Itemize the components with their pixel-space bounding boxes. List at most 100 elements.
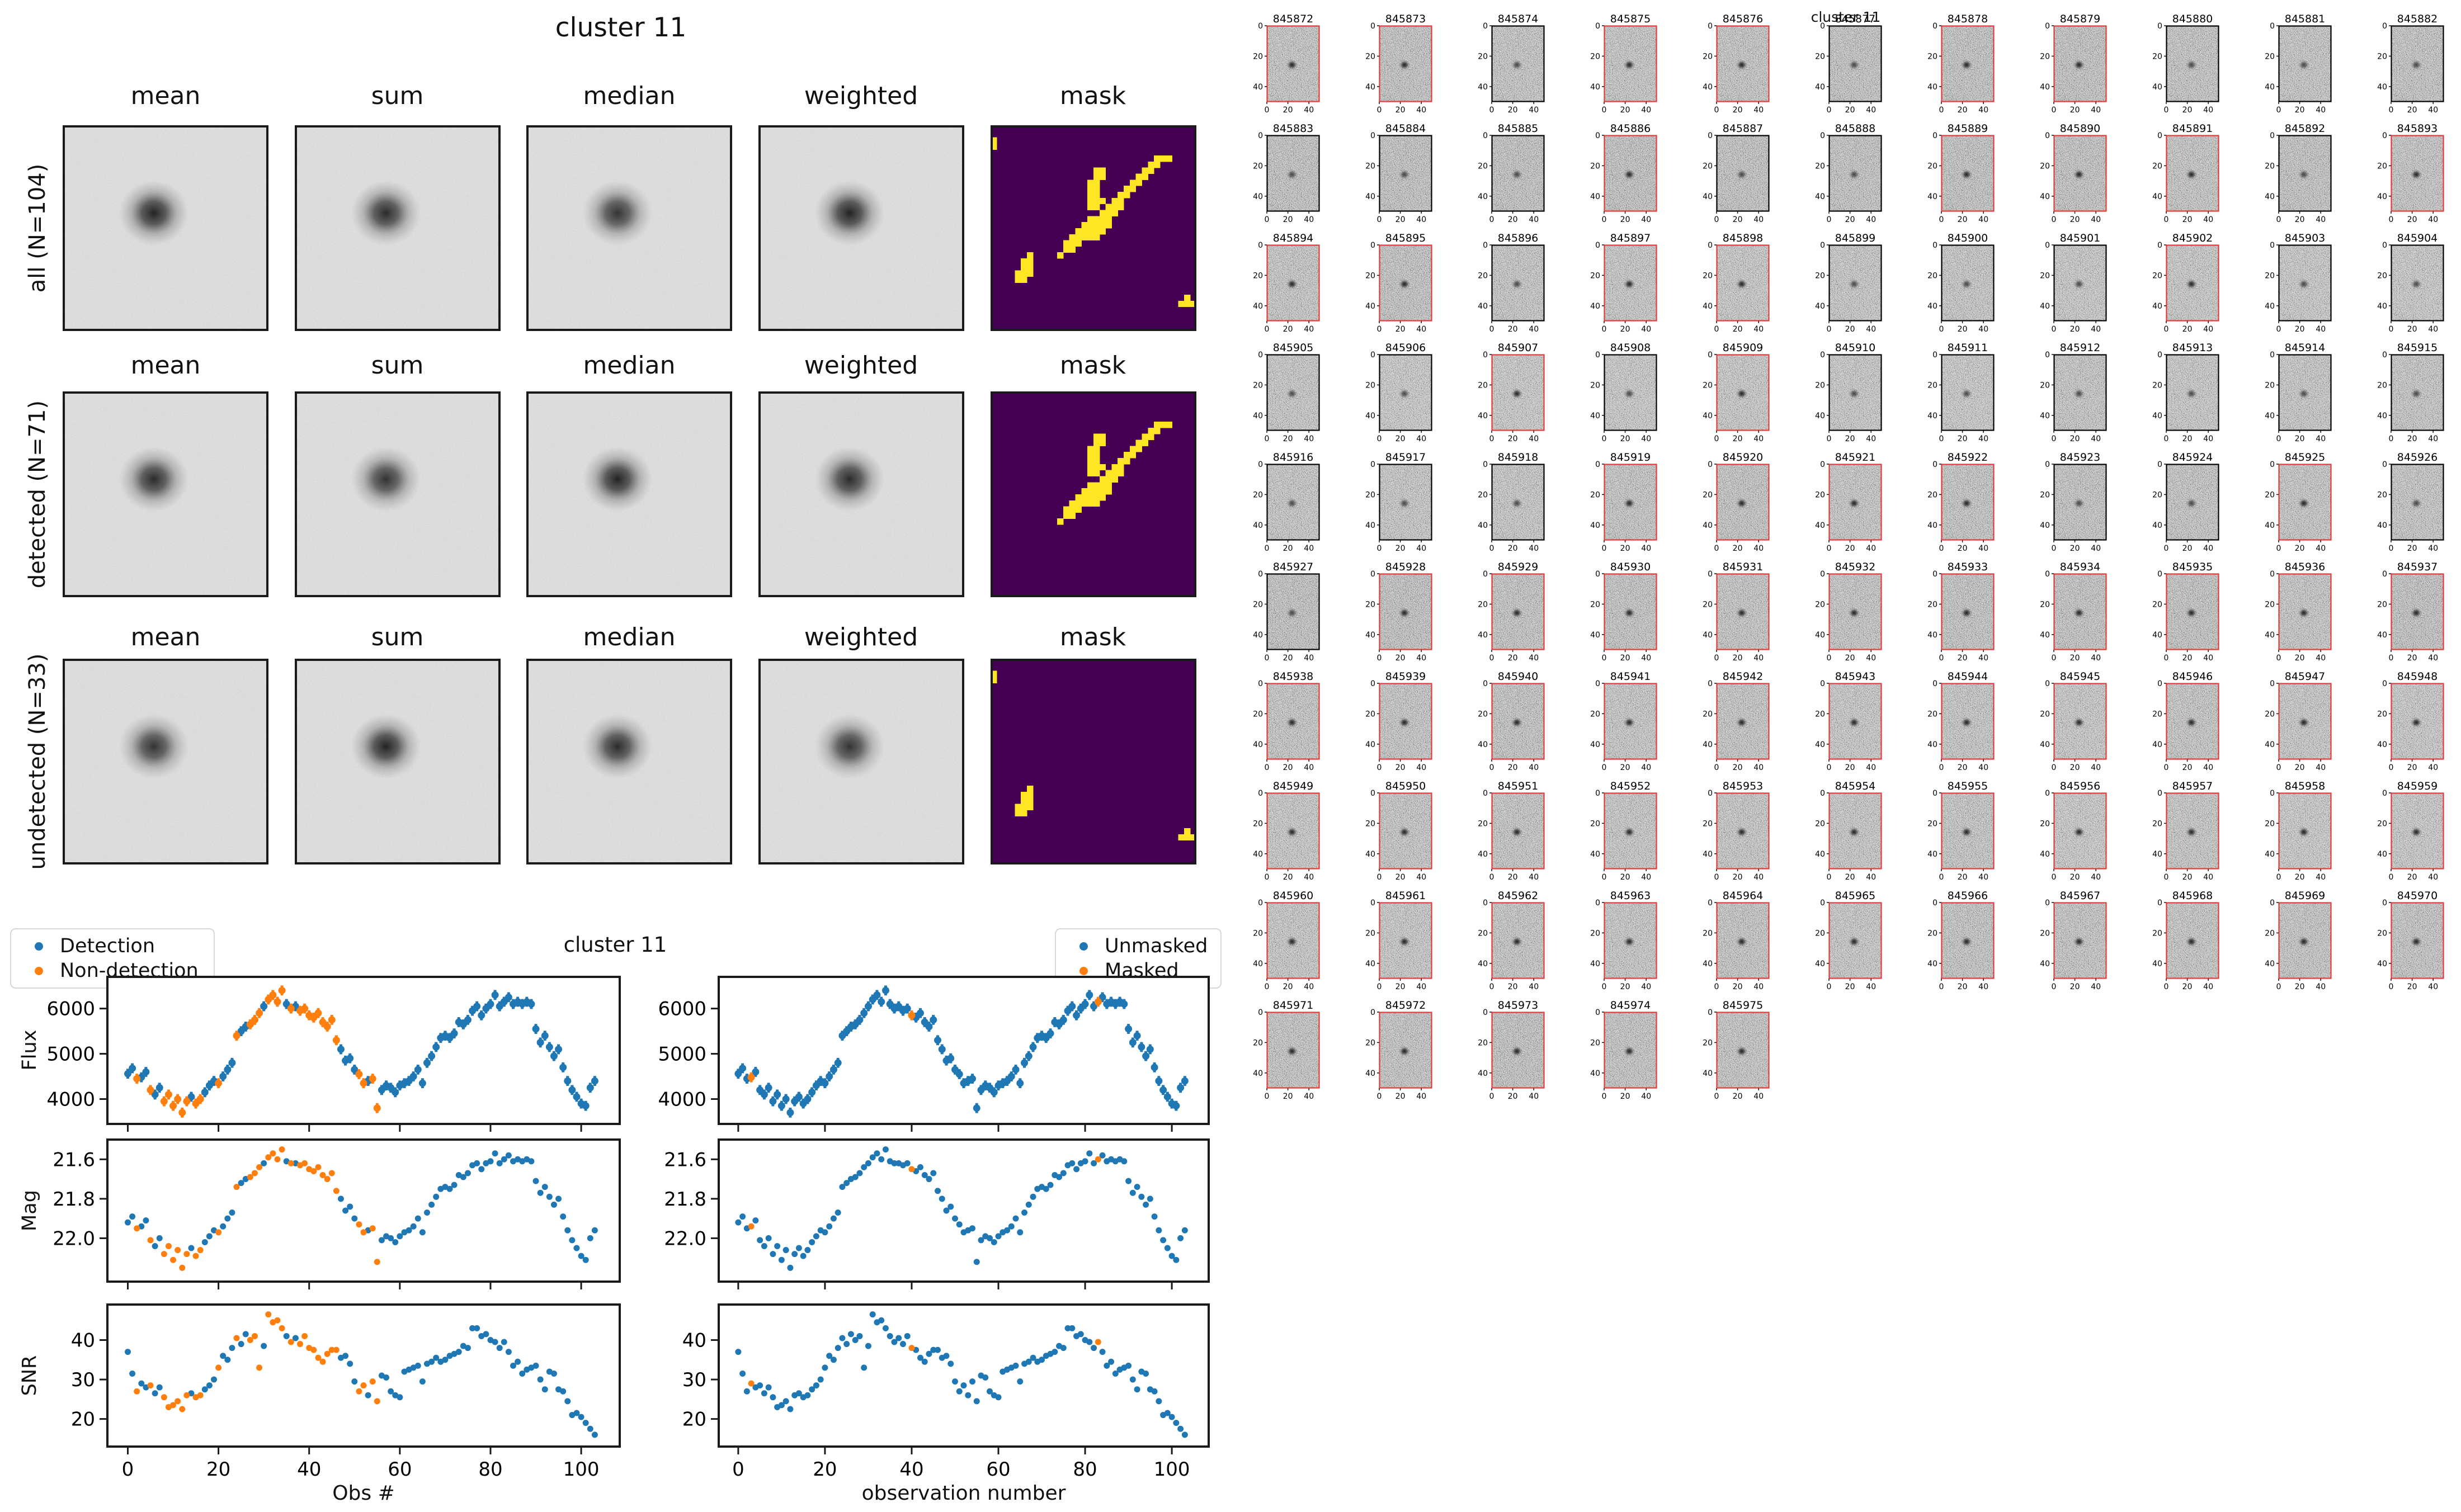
svg-text:0: 0 — [1708, 351, 1713, 360]
svg-text:40: 40 — [1253, 521, 1263, 530]
svg-text:40: 40 — [2428, 106, 2438, 115]
svg-text:20: 20 — [1845, 873, 1855, 882]
svg-text:20: 20 — [1815, 381, 1825, 390]
svg-text:0: 0 — [1602, 763, 1607, 772]
stamp-id-label: 845904 — [2397, 232, 2438, 244]
svg-text:20: 20 — [1283, 215, 1293, 224]
stamp-845958: 845958 0 20 40 0 20 40 — [2265, 780, 2332, 882]
col-header-weighted: weighted — [804, 82, 918, 110]
stamp-845919: 845919 0 20 40 0 20 40 — [1590, 451, 1657, 553]
svg-text:40: 40 — [1978, 873, 1988, 882]
svg-text:0: 0 — [1258, 899, 1263, 908]
svg-text:40: 40 — [1529, 982, 1539, 991]
col-header-weighted: weighted — [804, 623, 918, 651]
svg-text:20: 20 — [2407, 654, 2417, 663]
svg-text:40: 40 — [1253, 302, 1263, 311]
stamp-id-label: 845912 — [2060, 342, 2101, 354]
svg-text:20: 20 — [1620, 106, 1630, 115]
svg-text:40: 40 — [2377, 850, 2387, 859]
svg-text:40: 40 — [1866, 434, 1876, 443]
svg-text:40: 40 — [1478, 521, 1488, 530]
svg-text:40: 40 — [2091, 434, 2101, 443]
svg-text:20: 20 — [1395, 982, 1406, 991]
svg-text:40: 40 — [2377, 192, 2387, 201]
svg-text:40: 40 — [1253, 192, 1263, 201]
svg-text:40: 40 — [2265, 521, 2275, 530]
svg-text:40: 40 — [2040, 192, 2050, 201]
stamp-id-label: 845892 — [2285, 122, 2326, 135]
stamp-id-label: 845922 — [1948, 451, 1988, 464]
svg-text:40: 40 — [2377, 740, 2387, 749]
svg-text:40: 40 — [1703, 412, 1713, 420]
col-header-mean: mean — [130, 623, 201, 651]
stamp-id-label: 845920 — [1723, 451, 1764, 464]
stamp-845926: 845926 0 20 40 0 20 40 — [2377, 451, 2444, 553]
stamp-id-label: 845949 — [1273, 780, 1314, 792]
svg-text:40: 40 — [1590, 521, 1600, 530]
svg-text:40: 40 — [1416, 982, 1426, 991]
svg-text:21.8: 21.8 — [664, 1188, 706, 1211]
svg-text:0: 0 — [2052, 106, 2057, 115]
stamp-id-label: 845884 — [1385, 122, 1426, 135]
stamp-845944: 845944 0 20 40 0 20 40 — [1927, 670, 1995, 772]
svg-text:0: 0 — [2270, 131, 2275, 140]
svg-text:40: 40 — [2377, 960, 2387, 968]
svg-text:40: 40 — [2091, 544, 2101, 553]
stamp-845890: 845890 0 20 40 0 20 40 — [2040, 122, 2107, 224]
svg-text:40: 40 — [1978, 434, 1988, 443]
svg-text:0: 0 — [1939, 325, 1944, 334]
svg-text:0: 0 — [2045, 351, 2050, 360]
svg-text:20: 20 — [1395, 106, 1406, 115]
svg-text:20: 20 — [1508, 434, 1518, 443]
svg-text:0: 0 — [1820, 241, 1825, 250]
svg-text:0: 0 — [2270, 899, 2275, 908]
stamp-845950: 845950 0 20 40 0 20 40 — [1365, 780, 1432, 882]
svg-text:0: 0 — [2164, 544, 2169, 553]
cutout-median-image — [526, 391, 732, 597]
stamp-id-label: 845897 — [1610, 232, 1651, 244]
stamp-845894: 845894 0 20 40 0 20 40 — [1253, 232, 1320, 334]
stamp-845934: 845934 0 20 40 0 20 40 — [2040, 561, 2107, 663]
svg-text:40: 40 — [1815, 521, 1825, 530]
scatter-series — [124, 1146, 598, 1271]
svg-text:0: 0 — [2052, 873, 2057, 882]
svg-text:20: 20 — [1620, 215, 1630, 224]
stamp-845951: 845951 0 20 40 0 20 40 — [1478, 780, 1545, 882]
svg-text:40: 40 — [2316, 325, 2326, 334]
svg-text:0: 0 — [2052, 325, 2057, 334]
svg-text:0: 0 — [1265, 106, 1270, 115]
stamp-id-label: 845888 — [1835, 122, 1876, 135]
svg-text:20: 20 — [2295, 106, 2305, 115]
svg-text:20: 20 — [813, 1458, 837, 1481]
svg-text:0: 0 — [1939, 654, 1944, 663]
svg-text:20: 20 — [1478, 819, 1488, 828]
svg-text:20: 20 — [2070, 654, 2080, 663]
col-header-sum: sum — [371, 623, 424, 651]
legend-label-unmasked: Unmasked — [1105, 935, 1208, 957]
svg-text:20: 20 — [1253, 271, 1263, 280]
stamp-845942: 845942 0 20 40 0 20 40 — [1703, 670, 1770, 772]
svg-text:0: 0 — [2270, 351, 2275, 360]
svg-text:20: 20 — [1815, 929, 1825, 938]
svg-text:40: 40 — [1866, 982, 1876, 991]
stamp-845956: 845956 0 20 40 0 20 40 — [2040, 780, 2107, 882]
svg-text:40: 40 — [1590, 740, 1600, 749]
svg-text:20: 20 — [1283, 873, 1293, 882]
svg-text:20: 20 — [1958, 544, 1968, 553]
svg-text:0: 0 — [1708, 789, 1713, 798]
svg-text:40: 40 — [1927, 631, 1937, 640]
svg-text:40: 40 — [1529, 215, 1539, 224]
cutout-weighted-image — [758, 391, 964, 597]
svg-text:40: 40 — [1703, 521, 1713, 530]
svg-text:0: 0 — [1602, 873, 1607, 882]
svg-text:40: 40 — [297, 1458, 321, 1481]
svg-text:0: 0 — [2389, 873, 2394, 882]
svg-text:40: 40 — [2203, 763, 2213, 772]
stamp-id-label: 845919 — [1610, 451, 1651, 464]
svg-text:0: 0 — [2164, 325, 2169, 334]
svg-text:0: 0 — [2052, 654, 2057, 663]
svg-text:0: 0 — [1258, 460, 1263, 469]
svg-text:0: 0 — [1595, 679, 1600, 688]
svg-text:20: 20 — [1733, 763, 1743, 772]
svg-text:20: 20 — [1478, 710, 1488, 719]
